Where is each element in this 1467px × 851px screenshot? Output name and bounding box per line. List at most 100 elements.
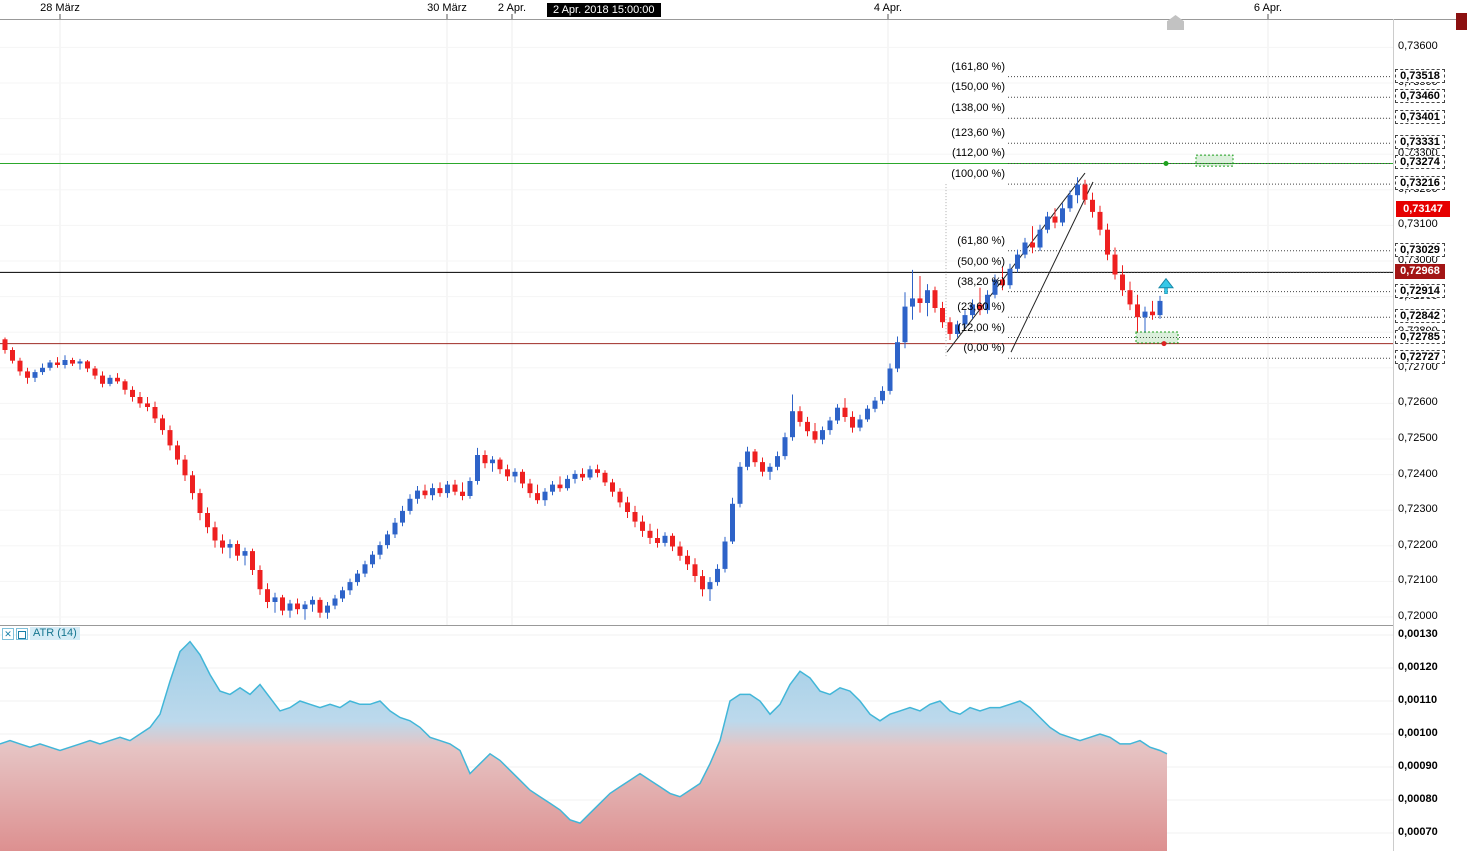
candle-body: [212, 527, 218, 541]
candle-body: [10, 350, 15, 361]
indicator-settings-button[interactable]: [16, 627, 28, 640]
candle-body: [152, 407, 158, 419]
candle-body: [415, 490, 420, 499]
candle-body: [400, 510, 405, 523]
candle-body: [767, 466, 773, 472]
candle-body: [1045, 216, 1050, 230]
candle-body: [857, 419, 863, 428]
candle-body: [17, 360, 23, 372]
candle-body: [62, 360, 68, 365]
candle-body: [25, 371, 30, 378]
candle-body: [1127, 290, 1133, 305]
candle-body: [490, 459, 495, 464]
indicator-toolbar: ✕ ATR (14): [2, 627, 80, 640]
candle-body: [122, 381, 128, 390]
candle-body: [467, 481, 473, 496]
candle-body: [527, 483, 533, 494]
candle-body: [902, 306, 908, 343]
candle-body: [445, 484, 450, 494]
candle-body: [1060, 208, 1065, 223]
candle-body: [782, 437, 788, 457]
candle-body: [662, 535, 668, 543]
candle-body: [370, 554, 375, 565]
candle-body: [430, 488, 435, 496]
candle-body: [130, 389, 135, 397]
candle-body: [1022, 242, 1028, 255]
indicator-close-button[interactable]: ✕: [2, 627, 14, 640]
buy-arrow-marker: [1157, 277, 1175, 289]
candle-body: [1142, 311, 1148, 318]
trend-line-2[interactable]: [1010, 181, 1094, 353]
candle-body: [842, 407, 848, 417]
candle-body: [872, 400, 878, 409]
candle-body: [40, 367, 45, 373]
candle-body: [917, 298, 923, 303]
atr-area: [0, 641, 1167, 851]
candle-body: [520, 471, 525, 484]
candle-body: [707, 582, 713, 590]
candle-body: [257, 570, 263, 590]
candle-body: [805, 421, 810, 432]
candle-body: [1097, 211, 1103, 230]
candle-body: [692, 564, 698, 576]
candle-body: [677, 546, 683, 556]
candle-body: [932, 290, 938, 308]
red-dot-marker: [1161, 341, 1167, 347]
candle-body: [85, 361, 90, 369]
candle-body: [437, 488, 443, 494]
candle-body: [737, 466, 743, 504]
candle-body: [145, 403, 150, 407]
candle-body: [182, 459, 188, 476]
candle-body: [580, 473, 585, 478]
candle-body: [812, 431, 818, 440]
candle-body: [32, 372, 38, 378]
candle-body: [745, 451, 750, 467]
candle-body: [790, 411, 795, 438]
candle-body: [715, 568, 720, 583]
candle-body: [1015, 254, 1020, 269]
target-zone-upper[interactable]: [1195, 154, 1234, 167]
candle-body: [1090, 199, 1095, 212]
candle-body: [1007, 268, 1013, 286]
green-dot-marker: [1163, 161, 1169, 166]
candle-body: [595, 469, 600, 473]
candle-body: [340, 590, 345, 599]
candle-body: [940, 308, 945, 323]
candle-body: [985, 294, 990, 311]
target-zone-lower[interactable]: [1135, 331, 1179, 344]
candle-body: [730, 503, 735, 542]
candle-body: [92, 368, 98, 376]
candle-body: [460, 491, 465, 496]
candle-body: [325, 605, 330, 613]
buy-arrow-stem: [1164, 287, 1168, 294]
candle-body: [160, 418, 165, 431]
candle-body: [505, 469, 510, 477]
candle-body: [70, 360, 75, 364]
candle-body: [955, 324, 960, 334]
candle-body: [992, 279, 998, 295]
candle-body: [1135, 304, 1140, 318]
candle-body: [497, 459, 503, 470]
candle-body: [317, 599, 323, 613]
candle-body: [115, 377, 120, 382]
home-icon[interactable]: [1167, 15, 1184, 30]
candle-body: [1112, 254, 1118, 275]
candle-body: [970, 304, 975, 316]
candle-body: [482, 455, 488, 464]
candle-body: [647, 530, 653, 538]
candle-body: [760, 462, 765, 472]
candle-body: [2, 339, 8, 350]
candle-body: [752, 451, 758, 463]
candle-body: [190, 475, 195, 494]
candle-body: [347, 582, 353, 591]
candle-body: [100, 375, 105, 384]
candle-body: [1052, 216, 1058, 223]
candle-body: [1105, 229, 1110, 255]
candle-body: [610, 482, 615, 492]
selected-time-label: 2 Apr. 2018 15:00:00: [547, 3, 661, 17]
candle-body: [887, 368, 893, 391]
candle-body: [220, 540, 225, 548]
candle-body: [602, 472, 608, 483]
